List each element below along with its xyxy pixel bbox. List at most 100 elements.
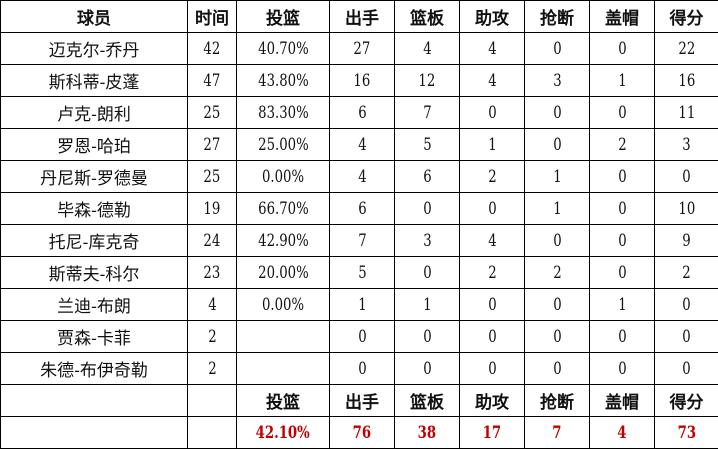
stat-cell-text: 16 (678, 70, 695, 91)
stat-cell: 0 (329, 352, 395, 385)
summary-header-text: 篮板 (410, 393, 444, 413)
stat-cell-text: 11 (678, 102, 695, 123)
stat-cell-text: 0 (487, 102, 497, 123)
stat-cell-text: 6 (422, 166, 432, 187)
column-header: 助攻 (459, 0, 525, 33)
stat-cell: 6 (329, 96, 395, 129)
stat-cell: 0 (654, 320, 718, 353)
stat-cell: 7 (394, 96, 460, 129)
stat-cell: 0 (459, 288, 525, 321)
stat-cell-text: 27 (353, 38, 371, 59)
total-cell-text: 17 (482, 422, 502, 443)
player-name-text: 迈克尔-乔丹 (48, 41, 140, 61)
stat-cell-text: 0.00% (261, 294, 305, 315)
column-header-text: 助攻 (475, 9, 509, 29)
total-cell-text: 73 (677, 422, 696, 443)
stat-cell-text: 0 (552, 230, 562, 251)
stat-cell-text: 4 (207, 294, 217, 315)
empty-cell (0, 416, 188, 449)
stat-cell: 0.00% (236, 288, 330, 321)
stat-cell-text: 2 (487, 166, 497, 187)
player-name-text: 托尼-库克奇 (48, 233, 140, 253)
stat-cell-text: 0 (552, 38, 562, 59)
player-name: 托尼-库克奇 (0, 224, 188, 257)
totals-row: 42.10% 76 38 17 7 4 73 (0, 416, 718, 449)
total-cell-text: 42.10% (255, 422, 311, 443)
column-header: 投篮 (236, 0, 330, 33)
column-header: 时间 (187, 0, 237, 33)
total-cell: 42.10% (236, 416, 330, 449)
stat-cell-text: 5 (357, 262, 367, 283)
stat-cell: 27 (187, 128, 237, 161)
stat-cell: 4 (329, 128, 395, 161)
stat-cell-text: 0 (357, 358, 367, 379)
stat-cell-text: 42 (203, 38, 221, 59)
stat-cell: 4 (329, 160, 395, 193)
stat-cell: 0 (329, 320, 395, 353)
column-header: 抢断 (524, 0, 590, 33)
stat-cell-text: 1 (487, 134, 497, 155)
stat-cell: 2 (459, 160, 525, 193)
summary-header-text: 抢断 (540, 393, 574, 413)
stat-cell: 0 (459, 352, 525, 385)
stat-cell-text: 24 (203, 230, 221, 251)
stat-cell: 4 (459, 32, 525, 65)
column-header: 得分 (654, 0, 718, 33)
column-header: 出手 (329, 0, 395, 33)
stat-cell-text: 0 (682, 326, 691, 347)
stat-cell-text: 0 (617, 38, 627, 59)
column-header-text: 盖帽 (605, 9, 639, 29)
summary-header-text: 助攻 (475, 393, 509, 413)
stat-cell: 0 (394, 320, 460, 353)
stat-cell-text: 0 (422, 198, 432, 219)
table-row: 托尼-库克奇 24 42.90% 7 3 4 0 0 9 (0, 224, 718, 257)
column-header-text: 抢断 (540, 9, 574, 29)
summary-header-row: 投篮 出手 篮板 助攻 抢断 盖帽 得分 (0, 384, 718, 417)
empty-cell (187, 416, 237, 449)
stat-cell: 0 (654, 160, 718, 193)
table-row: 毕森-德勒 19 66.70% 6 0 0 1 0 10 (0, 192, 718, 225)
stat-cell-text: 25 (203, 166, 221, 187)
stat-cell-text: 23 (203, 262, 221, 283)
stat-cell: 19 (187, 192, 237, 225)
column-header-text: 得分 (669, 9, 704, 29)
header-row: 球员 时间 投篮 出手 篮板 助攻 抢断 盖帽 得分 (0, 0, 718, 33)
stat-cell-text: 1 (617, 294, 627, 315)
stat-cell-text: 1 (422, 294, 432, 315)
stat-cell-text: 0 (617, 102, 627, 123)
stat-cell: 47 (187, 64, 237, 97)
summary-header-text: 出手 (345, 393, 379, 413)
player-name: 贾森-卡菲 (0, 320, 188, 353)
stat-cell-text: 25.00% (257, 134, 309, 155)
stat-cell: 0 (589, 96, 655, 129)
stat-cell-text: 12 (418, 70, 436, 91)
stat-cell-text: 0 (552, 358, 562, 379)
stat-cell: 1 (524, 192, 590, 225)
stat-cell: 16 (329, 64, 395, 97)
stat-cell-text: 47 (203, 70, 221, 91)
column-header: 篮板 (394, 0, 460, 33)
stat-cell-text: 83.30% (257, 102, 309, 123)
stat-cell: 1 (329, 288, 395, 321)
player-name: 丹尼斯-罗德曼 (0, 160, 188, 193)
stat-cell (236, 320, 330, 353)
stat-cell-text: 0 (487, 326, 497, 347)
stat-cell-text: 27 (203, 134, 221, 155)
player-name-text: 贾森-卡菲 (57, 329, 131, 349)
stat-cell-text: 0 (552, 134, 562, 155)
stat-cell: 2 (654, 256, 718, 289)
stat-cell: 0 (589, 256, 655, 289)
summary-header: 投篮 (236, 384, 330, 417)
player-name: 朱德-布伊奇勒 (0, 352, 188, 385)
total-cell: 38 (394, 416, 460, 449)
stat-cell: 0 (654, 288, 718, 321)
summary-header: 出手 (329, 384, 395, 417)
player-name-text: 丹尼斯-罗德曼 (40, 169, 148, 189)
stat-cell: 2 (524, 256, 590, 289)
summary-header-text: 投篮 (266, 393, 300, 413)
column-header-text: 出手 (345, 9, 379, 29)
stat-cell-text: 0 (552, 102, 562, 123)
stat-cell-text: 22 (678, 38, 695, 59)
stat-cell-text: 2 (207, 326, 217, 347)
